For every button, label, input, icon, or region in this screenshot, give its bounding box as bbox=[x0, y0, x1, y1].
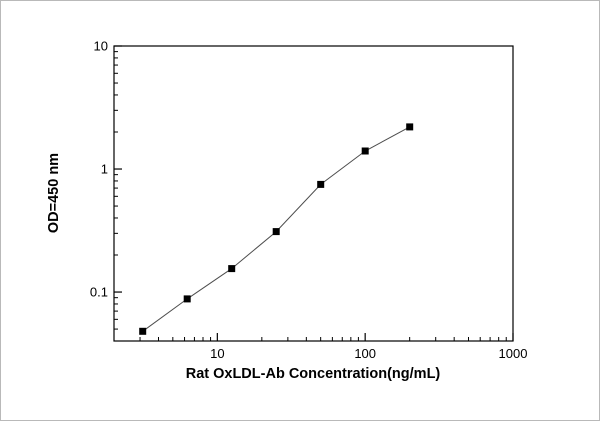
data-point-marker bbox=[406, 123, 414, 131]
data-point-marker bbox=[361, 147, 369, 155]
plot-frame bbox=[113, 45, 514, 342]
plot-frame-layer bbox=[113, 45, 514, 342]
x-axis-title: Rat OxLDL-Ab Concentration(ng/mL) bbox=[186, 366, 441, 382]
x-tick-label: 1000 bbox=[499, 346, 528, 361]
x-tick-label: 100 bbox=[354, 346, 376, 361]
y-axis-title: OD=450 nm bbox=[46, 153, 62, 233]
data-point-marker bbox=[228, 265, 236, 273]
data-point-marker bbox=[183, 295, 191, 303]
data-point-marker bbox=[139, 327, 147, 335]
tick-labels-layer: 10 100 1000 0.1 1 10 bbox=[90, 39, 528, 362]
axis-ticks-layer bbox=[113, 45, 514, 342]
y-tick-label: 1 bbox=[101, 162, 108, 177]
data-point-marker bbox=[317, 180, 325, 188]
x-tick-label: 10 bbox=[210, 346, 224, 361]
y-tick-label: 10 bbox=[94, 39, 108, 54]
data-series-layer bbox=[139, 123, 414, 335]
data-point-marker bbox=[272, 228, 280, 236]
y-tick-label: 0.1 bbox=[90, 285, 108, 300]
